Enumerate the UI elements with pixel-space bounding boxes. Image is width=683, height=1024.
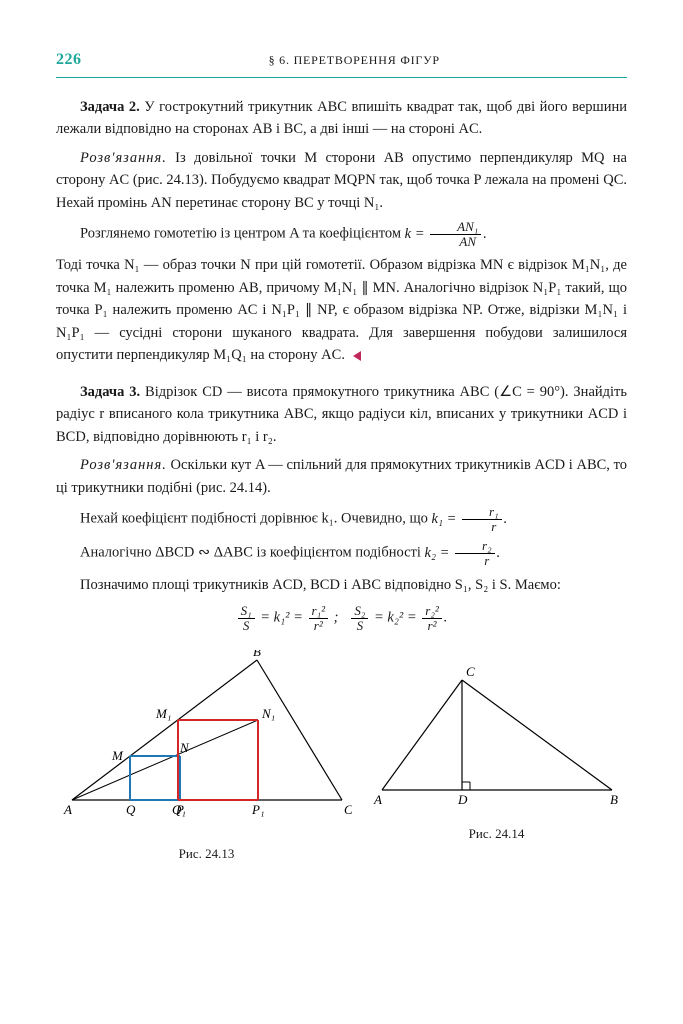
solution-label-3: Розв'язання.	[80, 457, 167, 473]
svg-text:P₁: P₁	[251, 802, 264, 817]
page-header: 226 § 6. ПЕРЕТВОРЕННЯ ФІГУР	[56, 48, 627, 78]
svg-text:N₁: N₁	[261, 706, 275, 721]
fig1-caption: Рис. 24.13	[62, 844, 352, 864]
solution-label: Розв'язання.	[80, 150, 167, 166]
k1-fraction: r₁ r	[462, 505, 502, 533]
r2r-frac: r₂² r²	[422, 604, 441, 632]
figure-24-13: ABCMNQPM₁N₁Q₁P₁ Рис. 24.13	[62, 650, 352, 864]
figure-24-14: A B C D Рис. 24.14	[372, 650, 622, 864]
svg-text:Q₁: Q₁	[172, 802, 186, 817]
k1-eq: k₁ = r₁ r .	[432, 511, 508, 527]
figures-row: ABCMNQPM₁N₁Q₁P₁ Рис. 24.13 ABCD Рис. 24.…	[56, 650, 627, 864]
svg-text:A: A	[373, 792, 382, 807]
svg-text:C: C	[344, 802, 352, 817]
svg-text:N: N	[179, 740, 190, 755]
k-fraction: AN₁ AN	[430, 220, 481, 248]
eq-mid1: = k₁² =	[260, 610, 303, 626]
r1r-frac: r₁² r²	[309, 604, 328, 632]
section-title: § 6. ПЕРЕТВОРЕННЯ ФІГУР	[82, 51, 628, 70]
k2-eq: k₂ = r₂ r .	[425, 545, 501, 561]
task3-sol-text4: Позначимо площі трикутників ACD, BCD і A…	[80, 577, 561, 593]
textbook-page: 226 § 6. ПЕРЕТВОРЕННЯ ФІГУР Задача 2. У …	[0, 0, 683, 1024]
task2-title: Задача 2.	[80, 99, 140, 115]
task3-text: Відрізок CD — висота прямокутного трикут…	[56, 384, 627, 445]
svg-text:Q: Q	[126, 802, 136, 817]
task3-title: Задача 3.	[80, 384, 140, 400]
task2-statement: Задача 2. У гострокутний трикутник ABC в…	[56, 96, 627, 141]
svg-text:M₁: M₁	[155, 706, 171, 721]
task3-sol-text2: Нехай коефіцієнт подібності дорівнює k₁.…	[80, 511, 432, 527]
fig1-svg: ABCMNQPM₁N₁Q₁P₁	[62, 650, 352, 830]
s2s-frac: S₂ S	[351, 604, 368, 632]
k-eq: k = AN₁ AN .	[405, 226, 487, 242]
svg-text:B: B	[610, 792, 618, 807]
task3-solution-p4: Позначимо площі трикутників ACD, BCD і A…	[56, 574, 627, 596]
task3-solution-p3: Аналогічно ΔBCD ∾ ΔABC із коефіцієнтом п…	[56, 539, 627, 567]
svg-text:D: D	[457, 792, 468, 807]
area-equation: S₁ S = k₁² = r₁² r² ; S₂ S = k₂² = r₂² r…	[56, 604, 627, 632]
svg-text:A: A	[63, 802, 72, 817]
task3-statement: Задача 3. Відрізок CD — висота прямокутн…	[56, 381, 627, 448]
task3-solution-p1: Розв'язання. Оскільки кут A — спільний д…	[56, 454, 627, 499]
s1s-frac: S₁ S	[238, 604, 255, 632]
task2-solution-p1: Розв'язання. Із довільної точки M сторон…	[56, 147, 627, 214]
svg-text:M: M	[111, 748, 124, 763]
k2-fraction: r₂ r	[455, 539, 495, 567]
end-marker-icon	[353, 351, 361, 361]
svg-text:B: B	[253, 650, 261, 659]
task2-solution-p2b: Тоді точка N₁ — образ точки N при цій го…	[56, 254, 627, 366]
task2-solution-p2a: Розглянемо гомотетію із центром A та кое…	[56, 220, 627, 248]
task3-sol-text3: Аналогічно ΔBCD ∾ ΔABC із коефіцієнтом п…	[80, 545, 425, 561]
task3-solution-p2: Нехай коефіцієнт подібності дорівнює k₁.…	[56, 505, 627, 533]
task2-text: У гострокутний трикутник ABC впишіть ква…	[56, 99, 627, 137]
fig2-svg: A B C D	[372, 650, 622, 810]
svg-text:C: C	[466, 664, 475, 679]
task2-sol-text2b: Тоді точка N₁ — образ точки N при цій го…	[56, 257, 627, 363]
fig2-caption: Рис. 24.14	[372, 824, 622, 844]
eq-mid2: = k₂² =	[374, 610, 417, 626]
task2-sol-text2a: Розглянемо гомотетію із центром A та кое…	[80, 226, 405, 242]
page-number: 226	[56, 48, 82, 73]
eq-sep: ;	[334, 610, 339, 626]
